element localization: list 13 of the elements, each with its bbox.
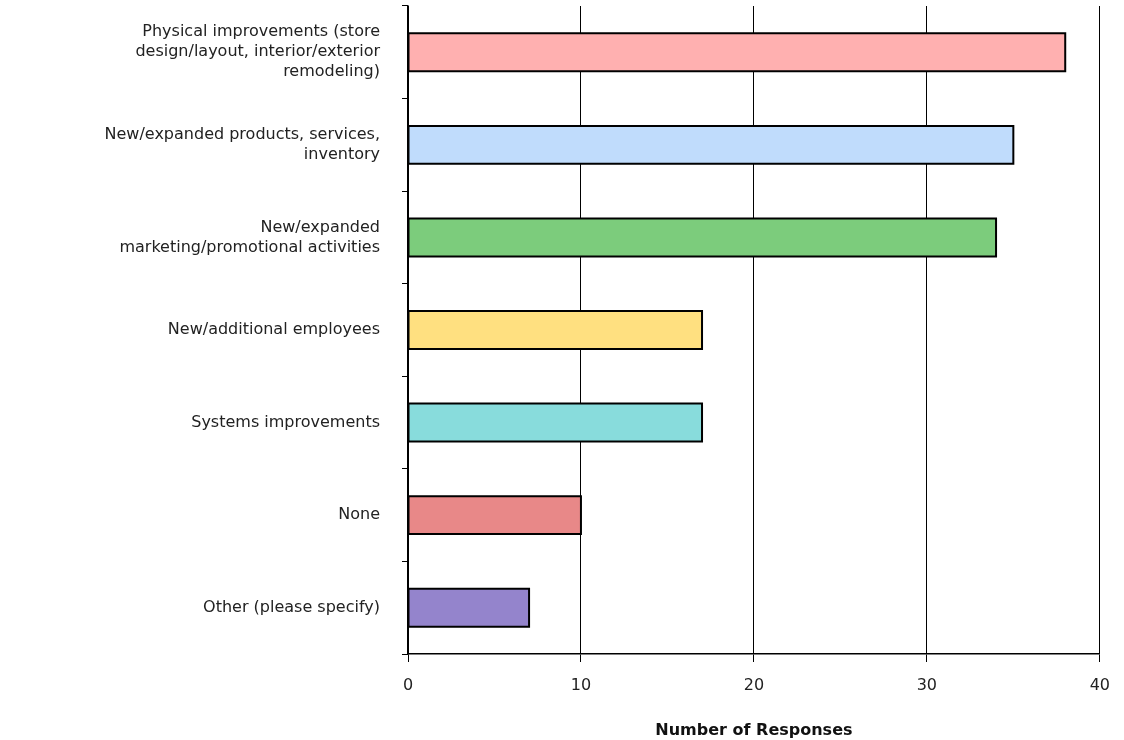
x-tick-label: 40 bbox=[1089, 674, 1110, 694]
y-tick-label: Systems improvements bbox=[191, 411, 380, 431]
x-tick-label: 10 bbox=[570, 674, 592, 694]
x-axis-title: Number of Responses bbox=[655, 719, 853, 739]
x-tick-label: 0 bbox=[402, 674, 414, 694]
y-tick-label: New/additional employees bbox=[167, 319, 380, 339]
y-tick-label: Physical improvements (store design/layout, interior/exterior remodeling) bbox=[135, 21, 381, 81]
y-tick-label: New/expanded products, services, inventory bbox=[104, 124, 380, 164]
y-tick-label: None bbox=[338, 504, 380, 524]
x-tick-label: 30 bbox=[916, 674, 938, 694]
x-tick-label: 20 bbox=[743, 674, 765, 694]
y-tick-label: Other (please specify) bbox=[203, 596, 380, 616]
y-tick-label: New/expanded marketing/promotional activities bbox=[119, 216, 380, 256]
